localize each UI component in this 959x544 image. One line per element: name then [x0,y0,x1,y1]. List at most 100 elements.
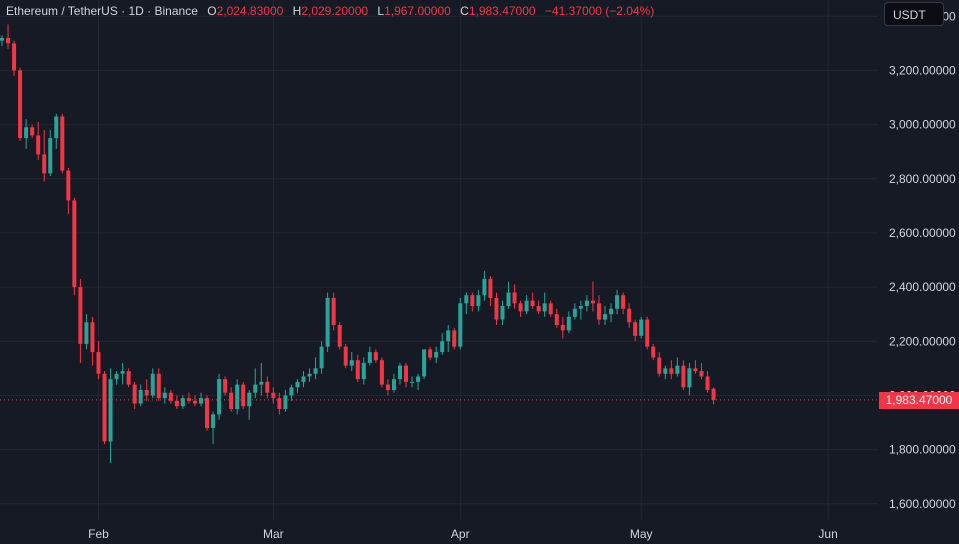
candle-body [675,365,680,374]
candle-body [229,392,234,409]
candle-body [627,308,632,323]
candle [705,371,710,393]
candle [180,395,185,409]
candle [30,124,35,139]
candle-body [572,308,577,317]
close-value: 1,983.47000 [468,4,536,18]
candle [72,197,77,296]
candle-body [12,43,17,71]
candle [120,362,125,385]
candle-body [289,387,294,396]
candle [361,357,366,385]
low-value: 1,967.00000 [384,4,451,18]
candle [301,371,306,388]
candle-body [241,384,246,407]
time-tick-label: Apr [451,527,470,541]
candle-body [156,373,161,399]
candle-body [584,300,589,307]
candle-body [639,319,644,336]
candle-body [108,379,113,442]
candle [536,300,541,315]
candle [78,278,83,363]
candle-body [711,388,716,400]
candle-body [355,360,360,380]
candle [18,67,23,141]
candle [253,368,258,399]
candle-body [554,314,559,325]
candle-body [391,379,396,390]
candle-body [560,325,565,331]
candle-body [379,360,384,385]
candle-body [126,371,131,385]
candle-body [271,392,276,399]
candle [596,295,601,325]
candle-body [301,376,306,382]
candle [693,360,698,374]
candle-body [343,346,348,366]
price-tick-label: 2,800.00000 [889,172,956,186]
candle-body [590,300,595,304]
candle [512,284,517,309]
candle-body [416,376,421,382]
candle [584,295,589,312]
candle-body [705,376,710,390]
candle [404,362,409,388]
candle-body [150,373,155,396]
candle [464,292,469,315]
candle [54,113,59,149]
candle [621,292,626,315]
candle [367,346,372,366]
candle-body [651,346,656,358]
candle-body [506,292,511,307]
candle [90,316,95,366]
candle-body [609,308,614,315]
candle-body [132,384,137,404]
candle [223,376,228,396]
candle-body [464,295,469,304]
candle [434,346,439,363]
candle-body [259,381,264,385]
candle [675,357,680,377]
candle [548,300,553,317]
time-tick-label: Feb [88,527,109,541]
candle-body [548,303,553,315]
candle-body [90,322,95,353]
candle-body [645,319,650,347]
candle [313,357,318,380]
candle-body [331,297,336,325]
candle-body [283,395,288,409]
candle [265,376,270,399]
candle-body [114,373,119,380]
candle [482,270,487,301]
candle-body [385,384,390,390]
candle-body [663,368,668,374]
candle [84,314,89,350]
candle [633,319,638,342]
candle-body [530,300,535,307]
candle [379,357,384,388]
candle-body [18,70,23,139]
time-axis[interactable]: Feb Mar Apr May Jun [88,527,838,541]
candle [162,387,167,404]
candle [458,297,463,350]
candle-body [247,392,252,407]
candle-body [265,381,270,393]
candle-body [120,371,125,374]
candle [615,289,620,315]
candle-body [96,352,101,374]
price-tick-label: 2,200.00000 [889,334,956,348]
candle-body [615,295,620,309]
open-value: 2,024.83000 [216,4,284,18]
candle [241,381,246,409]
candle [645,316,650,350]
candle-body [192,400,197,404]
candle [247,390,252,420]
candle [36,121,41,160]
candle-body [217,379,222,415]
currency-button[interactable]: USDT [884,2,944,26]
candle-body [536,306,541,312]
candle [440,333,445,355]
candle [96,341,101,380]
price-axis[interactable]: 1,600.000001,800.000002,000.000002,200.0… [889,9,956,511]
